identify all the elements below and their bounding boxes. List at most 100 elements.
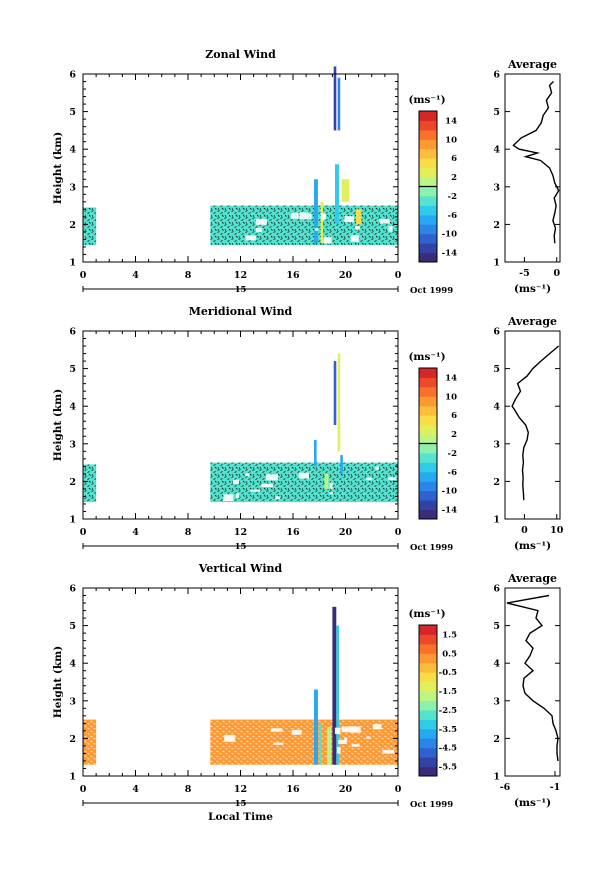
colorbar-segment [419,738,437,749]
avg-x-tick-label: 10 [550,525,564,536]
colorbar-segment [419,471,437,482]
y-tick-label: 4 [69,402,76,413]
data-gap [314,228,318,231]
x-tick-label: 20 [339,527,353,538]
y-axis-label: Height (km) [52,389,64,461]
colorbar-segment [419,625,437,635]
x-tick-label: 0 [395,784,402,795]
y-tick-label: 1 [69,772,76,783]
colorbar: (ms⁻¹) 1.5 0.5 -0.5 -1.5 -2.5 -3.5 -4.5 -5.5 [408,608,457,777]
heatmap-cell [337,77,341,131]
data-gap [275,496,280,500]
colorbar-tick-label: 6 [451,154,457,164]
y-tick-label: 3 [69,182,76,193]
colorbar-segment [419,111,437,121]
colorbar-segment [419,252,437,263]
data-gap [344,216,355,223]
colorbar-tick-label: -2.5 [439,706,457,716]
avg-y-tick-label: 1 [493,515,500,526]
x-tick-label: 0 [80,784,87,795]
colorbar-segment [419,415,437,426]
average-profile: Average 1 2 3 4 5 6 -5 0(ms⁻¹) [493,58,561,295]
data-gap [224,734,236,742]
data-blocks [83,606,398,765]
data-gap [329,492,334,495]
data-blocks [83,353,398,503]
avg-y-tick-label: 3 [493,439,500,450]
colorbar-unit: (ms⁻¹) [408,608,445,620]
panel-title: Zonal Wind [205,48,276,61]
y-tick-label: 1 [69,515,76,526]
x-tick-label: 8 [185,270,192,281]
colorbar-segment [419,672,437,683]
date-label: Oct 1999 [410,286,453,296]
x-tick-label: 16 [286,270,300,281]
data-gap [388,477,397,480]
avg-y-tick-label: 4 [493,402,500,413]
data-gap [320,213,327,220]
colorbar-tick-label: -14 [442,506,457,516]
x-tick-label: 16 [286,784,300,795]
avg-y-tick-label: 5 [493,107,500,118]
data-gap [232,479,240,484]
panel-title: Meridional Wind [189,305,293,318]
data-gap [307,213,312,219]
y-tick-label: 4 [69,659,76,670]
colorbar-tick-label: -14 [442,249,457,259]
colorbar-tick-label: 1.5 [442,630,457,640]
colorbar-segment [419,766,437,777]
avg-y-tick-label: 6 [493,584,500,595]
data-gap [375,466,379,470]
colorbar-segment [419,681,437,692]
colorbar-segment [419,386,437,397]
heatmap-cell [319,723,322,765]
colorbar-segment [419,167,437,178]
colorbar-tick-label: -6 [448,211,458,221]
data-gap [350,726,361,733]
data-gap [245,473,250,477]
colorbar-tick-label: -2 [448,192,458,202]
data-gap [366,736,371,739]
colorbar-segment [419,233,437,244]
x-tick-label: 20 [339,270,353,281]
data-gap [341,726,352,733]
heatmap-cell [356,209,362,225]
date-day-label: 15 [235,285,247,295]
contour-stipple [83,207,97,246]
data-blocks [83,66,398,246]
y-tick-label: 5 [69,621,76,632]
colorbar-tick-label: -5.5 [439,763,457,773]
avg-x-tick-label: -1 [550,782,561,793]
data-gap [344,737,348,742]
colorbar-segment [419,700,437,711]
avg-y-tick-label: 2 [493,477,500,488]
avg-y-tick-label: 5 [493,364,500,375]
colorbar-segment [419,195,437,206]
avg-x-axis-label: (ms⁻¹) [514,283,551,295]
colorbar-tick-label: -3.5 [439,725,457,735]
x-tick-label: 0 [80,270,87,281]
colorbar-segment [419,653,437,664]
avg-y-tick-label: 2 [493,220,500,231]
x-tick-label: 0 [395,270,402,281]
average-title: Average [507,58,557,71]
average-profile: Average 1 2 3 4 5 6 0 10 (ms⁻¹) [493,315,563,552]
colorbar-tick-label: 2 [451,430,457,440]
heatmap-cell [314,179,318,244]
colorbar-segment [419,728,437,739]
average-frame [504,587,561,777]
data-gap [250,489,261,492]
y-tick-label: 5 [69,107,76,118]
colorbar-segment [419,129,437,140]
data-gap [223,494,234,502]
colorbar-segment [419,443,437,454]
x-tick-label: 12 [234,527,247,538]
contour-stipple [83,719,97,765]
avg-x-tick-label: 0 [553,268,560,279]
y-axis-label: Height (km) [52,646,64,718]
x-tick-label: 16 [286,527,300,538]
data-gap [329,482,333,489]
colorbar-segment [419,205,437,216]
avg-y-tick-label: 6 [493,70,500,81]
